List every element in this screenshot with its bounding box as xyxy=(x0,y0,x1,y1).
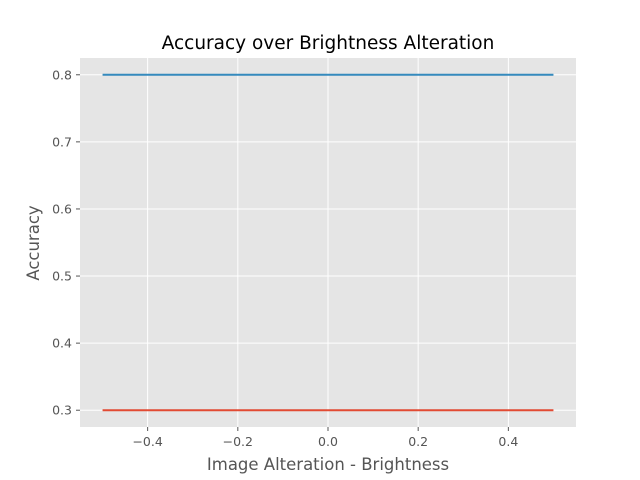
x-tick-label: 0.0 xyxy=(318,434,338,449)
y-tick-label: 0.6 xyxy=(52,201,72,216)
y-axis-label: Accuracy xyxy=(24,205,43,281)
y-tick-label: 0.3 xyxy=(52,403,72,418)
y-tick-label: 0.5 xyxy=(52,269,72,284)
x-tick-label: −0.4 xyxy=(132,434,162,449)
series-lines xyxy=(102,73,554,412)
chart-title: Accuracy over Brightness Alteration xyxy=(162,33,495,54)
x-tick-label: 0.4 xyxy=(498,434,518,449)
x-axis-ticks: −0.4 −0.2 0.0 0.2 0.4 xyxy=(132,427,518,449)
y-tick-label: 0.4 xyxy=(52,336,72,351)
y-tick-label: 0.7 xyxy=(52,134,72,149)
x-axis-label: Image Alteration - Brightness xyxy=(207,455,449,474)
y-tick-label: 0.8 xyxy=(52,67,72,82)
x-tick-label: 0.2 xyxy=(408,434,428,449)
y-axis-ticks: 0.3 0.4 0.5 0.6 0.7 0.8 xyxy=(52,67,80,418)
x-tick-label: −0.2 xyxy=(223,434,253,449)
